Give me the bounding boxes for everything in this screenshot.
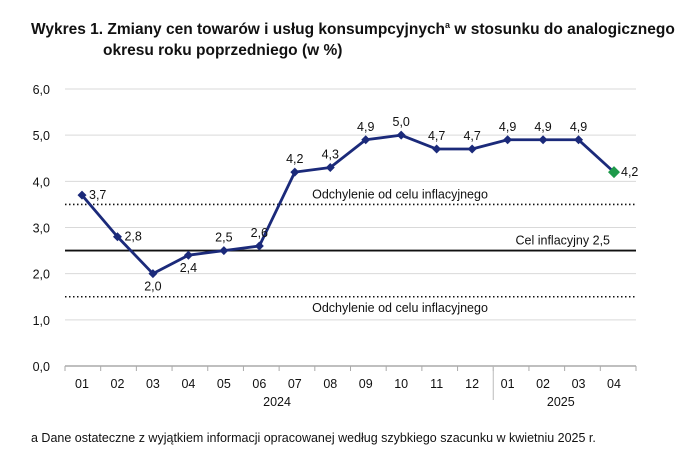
x-tick-label: 03 <box>146 377 160 391</box>
x-tick-label: 01 <box>501 377 515 391</box>
data-point <box>254 241 264 251</box>
data-label: 4,9 <box>534 120 551 134</box>
x-tick-label: 12 <box>465 377 479 391</box>
data-point <box>148 269 158 279</box>
x-tick-label: 07 <box>288 377 302 391</box>
data-label: 2,6 <box>251 226 268 240</box>
data-point <box>574 135 584 145</box>
y-tick-label: 1,0 <box>33 314 50 328</box>
data-label: 4,7 <box>463 129 480 143</box>
x-tick-label: 04 <box>607 377 621 391</box>
data-label: 4,7 <box>428 129 445 143</box>
reference-label: Cel inflacyjny 2,5 <box>516 234 611 248</box>
x-tick-label: 02 <box>536 377 550 391</box>
year-label: 2025 <box>547 395 575 409</box>
data-point <box>219 246 229 256</box>
y-tick-label: 2,0 <box>33 268 50 282</box>
data-label: 4,2 <box>621 165 638 179</box>
data-label: 4,2 <box>286 152 303 166</box>
data-label: 2,8 <box>124 230 141 244</box>
data-label: 4,3 <box>322 147 339 161</box>
x-tick-label: 01 <box>75 377 89 391</box>
reference-label: Odchylenie od celu inflacyjnego <box>312 187 488 201</box>
data-label: 2,0 <box>144 280 161 294</box>
data-point <box>538 135 548 145</box>
x-tick-label: 03 <box>572 377 586 391</box>
series-line <box>80 133 615 276</box>
x-tick-label: 06 <box>252 377 266 391</box>
data-label: 4,9 <box>357 120 374 134</box>
data-point <box>608 166 620 179</box>
data-point <box>467 144 477 154</box>
data-point <box>396 130 406 140</box>
data-point <box>325 162 335 172</box>
x-tick-label: 04 <box>181 377 195 391</box>
data-point <box>432 144 442 154</box>
data-label: 3,7 <box>89 188 106 202</box>
x-tick-label: 10 <box>394 377 408 391</box>
y-tick-label: 6,0 <box>33 83 50 97</box>
chart-title: Wykres 1. Zmiany cen towarów i usług kon… <box>31 20 675 60</box>
data-label: 4,9 <box>570 120 587 134</box>
data-point <box>183 250 193 260</box>
y-tick-label: 4,0 <box>33 175 50 189</box>
x-tick-label: 02 <box>111 377 125 391</box>
data-point <box>290 167 300 177</box>
year-label: 2024 <box>263 395 291 409</box>
data-point <box>503 135 513 145</box>
x-tick-label: 08 <box>323 377 337 391</box>
data-label: 4,9 <box>499 120 516 134</box>
y-tick-label: 3,0 <box>33 222 50 236</box>
reference-label: Odchylenie od celu inflacyjnego <box>312 301 488 315</box>
x-tick-label: 05 <box>217 377 231 391</box>
x-tick-label: 09 <box>359 377 373 391</box>
x-tick-label: 11 <box>430 377 443 391</box>
data-label: 2,5 <box>215 231 232 245</box>
data-label: 2,4 <box>180 261 197 275</box>
y-tick-label: 0,0 <box>33 360 50 374</box>
footnote: a Dane ostateczne z wyjątkiem informacji… <box>31 431 596 445</box>
data-point <box>77 190 87 200</box>
data-point <box>361 135 371 145</box>
y-tick-label: 5,0 <box>33 129 50 143</box>
data-point <box>112 232 122 242</box>
data-label: 5,0 <box>393 115 410 129</box>
